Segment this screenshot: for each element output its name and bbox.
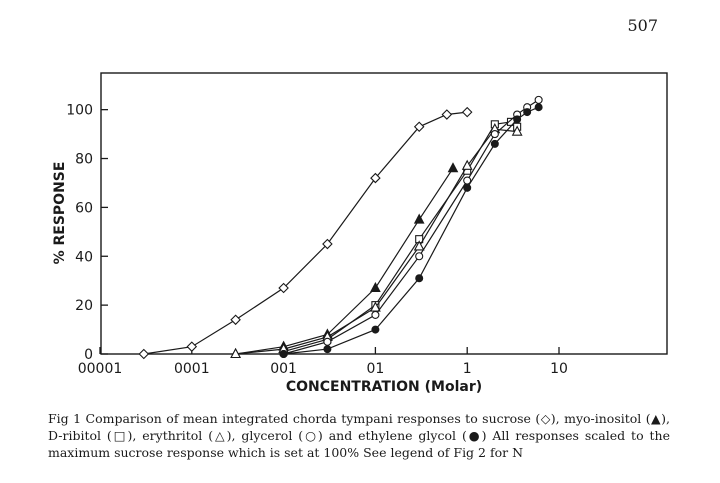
series-line-myo-inositol — [235, 167, 454, 355]
data-point-myo-inositol — [413, 213, 425, 224]
x-tick-label: 00001 — [78, 361, 123, 377]
data-point-sucrose — [413, 121, 425, 133]
x-tick-label: 01 — [366, 361, 384, 377]
data-point-myo-inositol — [370, 281, 381, 293]
series-line-sucrose — [143, 111, 468, 355]
data-point-glycerol — [490, 130, 499, 139]
series-myo-inositol — [230, 162, 459, 358]
data-point-sucrose — [322, 238, 333, 250]
data-point-glycerol — [371, 310, 380, 319]
y-tick-label: 0 — [84, 347, 93, 363]
plot-frame — [100, 72, 668, 355]
data-point-sucrose — [186, 341, 198, 352]
series-d-ribitol — [279, 117, 522, 356]
x-tick-label: 10 — [550, 361, 568, 377]
data-point-ethylene-glycol — [323, 345, 332, 354]
data-point-ethylene-glycol — [513, 115, 522, 124]
axis-ticks: 0 20 40 60 80 100 00001 0001 001 01 1 10 — [66, 103, 568, 377]
x-axis-label: CONCENTRATION (Molar) — [286, 379, 482, 395]
x-tick-label: 1 — [463, 361, 472, 377]
series-line-erythritol — [235, 128, 518, 355]
data-point-ethylene-glycol — [490, 139, 499, 148]
data-point-erythritol — [461, 159, 473, 170]
y-tick-label: 20 — [75, 298, 93, 314]
x-tick-label: 001 — [270, 361, 297, 377]
data-point-erythritol — [511, 125, 523, 136]
data-point-sucrose — [278, 282, 289, 294]
data-point-ethylene-glycol — [415, 274, 424, 283]
y-axis-label: % RESPONSE — [52, 162, 68, 265]
y-tick-label: 100 — [66, 103, 93, 119]
data-point-glycerol — [323, 337, 332, 346]
data-point-ethylene-glycol — [523, 108, 532, 117]
data-point-erythritol — [230, 347, 242, 359]
figure-caption: Fig 1 Comparison of mean integrated chor… — [48, 411, 670, 460]
data-point-ethylene-glycol — [279, 350, 288, 358]
page-number: 507 — [627, 16, 658, 35]
series-ethylene-glycol — [279, 103, 543, 358]
y-tick-label: 40 — [75, 249, 93, 265]
series-layer — [138, 95, 543, 360]
data-point-sucrose — [138, 348, 150, 360]
data-point-erythritol — [413, 240, 425, 251]
data-point-sucrose — [370, 172, 381, 184]
series-line-ethylene-glycol — [283, 106, 539, 355]
y-tick-label: 60 — [75, 200, 93, 216]
series-sucrose — [138, 106, 473, 360]
data-point-ethylene-glycol — [371, 325, 380, 334]
data-point-sucrose — [230, 314, 241, 326]
data-point-glycerol — [534, 95, 543, 104]
x-tick-label: 0001 — [174, 361, 210, 377]
data-point-ethylene-glycol — [534, 103, 543, 112]
line-chart: 0 20 40 60 80 100 00001 0001 001 01 1 10 % RESPONSE… — [52, 72, 668, 395]
data-point-myo-inositol — [447, 162, 459, 173]
data-point-sucrose — [461, 106, 473, 118]
data-point-ethylene-glycol — [463, 183, 472, 192]
y-tick-label: 80 — [75, 152, 93, 168]
series-erythritol — [230, 123, 523, 359]
data-point-sucrose — [441, 109, 453, 120]
data-point-glycerol — [415, 252, 424, 261]
